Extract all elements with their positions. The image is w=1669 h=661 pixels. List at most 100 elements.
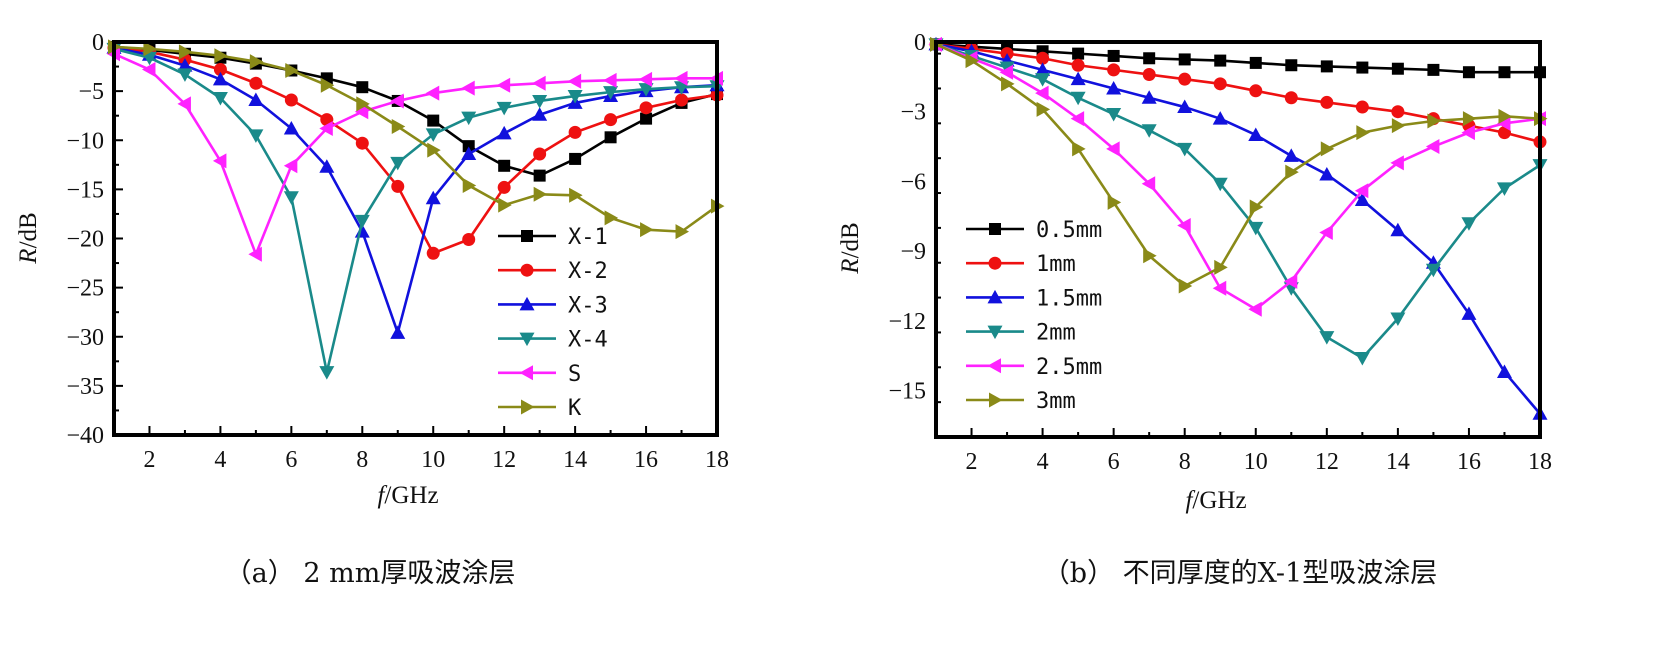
- data-point-X-3: [496, 125, 512, 140]
- data-point-S: [248, 246, 262, 262]
- y-tick-label: −6: [900, 169, 926, 195]
- data-point-1mm: [1142, 68, 1156, 82]
- data-point-2mm: [1035, 73, 1051, 87]
- chart-b-tick-labels: 2 4 6 8 10 12 14 16 18 0 −3 −6 −9 −12 −15: [888, 30, 1552, 475]
- chart-a-tick-labels: 2 4 6 8 10 12 14 16 18 0 −5 −10 −15 −20 −25 −30 −35 −40: [66, 30, 729, 473]
- legend-marker: [520, 263, 534, 277]
- data-point-2.5mm: [999, 64, 1014, 80]
- y-tick-label: −15: [66, 177, 104, 203]
- legend-item-S: S: [498, 362, 581, 387]
- data-point-X-2: [675, 93, 689, 107]
- data-point-2mm: [1354, 352, 1370, 366]
- data-point-3mm: [1498, 108, 1512, 124]
- x-tick-label: 12: [1315, 449, 1339, 475]
- data-point-2mm: [1425, 263, 1441, 278]
- data-point-2.5mm: [1106, 141, 1120, 157]
- data-point-X-2: [213, 63, 227, 77]
- data-point-1mm: [1249, 84, 1263, 98]
- data-point-X-4: [212, 92, 228, 106]
- data-point-X-3: [390, 325, 406, 339]
- series-3mm: [930, 36, 1548, 294]
- x-tick-label: 6: [1108, 449, 1120, 475]
- data-point-X-2: [604, 113, 618, 127]
- data-point-K: [391, 118, 406, 134]
- data-point-3mm: [965, 53, 980, 69]
- data-point-S: [532, 75, 546, 91]
- chart-a-legend: X-1 X-2 X-3 X-4 SK: [498, 225, 608, 421]
- data-point-3mm: [1356, 125, 1370, 141]
- data-point-X-3: [212, 71, 228, 86]
- data-point-0.5mm: [1072, 47, 1085, 60]
- data-point-1mm: [1355, 100, 1369, 114]
- chart-a-caption: （a） 2 mm厚吸波涂层: [225, 558, 516, 589]
- chart-a-frame: [112, 40, 719, 437]
- x-tick-label: 4: [1037, 449, 1049, 475]
- data-point-S: [283, 158, 298, 174]
- series-X-2: [107, 41, 724, 260]
- data-point-K: [675, 224, 690, 240]
- legend-item-X-2: X-2: [498, 259, 608, 284]
- data-point-2mm: [1248, 221, 1264, 236]
- legend-marker: [521, 399, 535, 415]
- data-point-X-4: [177, 68, 193, 82]
- legend-label: 0.5mm: [1036, 218, 1102, 243]
- data-point-X-2: [391, 179, 405, 193]
- y-tick-label: −3: [900, 100, 926, 126]
- data-point-K: [569, 187, 583, 203]
- data-point-2.5mm: [1212, 280, 1227, 296]
- chart-b-caption: （b） 不同厚度的X-1型吸波涂层: [1043, 558, 1437, 589]
- data-point-S: [390, 93, 404, 109]
- data-point-X-2: [639, 101, 653, 115]
- x-tick-label: 16: [634, 447, 658, 473]
- legend-label: X-4: [568, 328, 608, 353]
- data-point-2.5mm: [1354, 183, 1369, 199]
- data-point-K: [640, 222, 654, 238]
- x-tick-label: 10: [421, 447, 445, 473]
- data-point-0.5mm: [1356, 61, 1369, 74]
- data-point-X-3: [319, 159, 335, 173]
- data-point-3mm: [1462, 111, 1477, 127]
- y-tick-label: −9: [900, 239, 926, 265]
- data-point-2mm: [1212, 177, 1228, 192]
- chart-a-x-axis-label: f/GHz: [377, 482, 438, 509]
- legend-item-X-1: X-1: [498, 225, 608, 250]
- data-point-1.5mm: [1248, 127, 1264, 141]
- data-point-K: [498, 197, 512, 213]
- legend-label: S: [568, 362, 581, 387]
- data-point-1mm: [1284, 91, 1298, 105]
- data-point-1mm: [1497, 126, 1511, 140]
- x-tick-label: 16: [1457, 449, 1481, 475]
- legend-item-2mm: 2mm: [966, 321, 1076, 346]
- data-point-X-4: [283, 191, 299, 205]
- y-tick-label: 0: [92, 30, 104, 56]
- data-point-1.5mm: [1141, 90, 1157, 104]
- x-tick-label: 10: [1244, 449, 1268, 475]
- y-tick-label: 0: [914, 30, 926, 56]
- data-point-K: [285, 62, 299, 78]
- data-point-1.5mm: [1461, 306, 1477, 320]
- data-point-3mm: [1143, 248, 1157, 264]
- legend-item-1.5mm: 1.5mm: [966, 286, 1102, 311]
- data-point-0.5mm: [1285, 59, 1298, 72]
- chart-b-legend: 0.5mm 1mm 1.5mm 2mm 2.5mm 3mm: [966, 218, 1102, 414]
- series-line-K: [113, 45, 718, 233]
- data-point-2.5mm: [1248, 301, 1262, 317]
- data-point-2.5mm: [1496, 115, 1511, 131]
- data-point-1mm: [1391, 105, 1405, 119]
- data-point-2mm: [1141, 124, 1157, 138]
- data-point-X-2: [533, 147, 547, 161]
- data-point-X-1: [356, 81, 369, 94]
- legend-marker: [519, 296, 535, 311]
- data-point-1mm: [1178, 72, 1192, 86]
- data-point-X-1: [569, 152, 582, 165]
- data-point-X-2: [497, 180, 511, 194]
- data-point-0.5mm: [1107, 49, 1120, 62]
- x-tick-label: 8: [1179, 449, 1191, 475]
- data-point-2mm: [1461, 217, 1477, 231]
- data-point-X-1: [640, 112, 653, 125]
- data-point-X-2: [568, 125, 582, 139]
- legend-label: 1.5mm: [1036, 286, 1102, 311]
- data-point-2.5mm: [1070, 111, 1085, 127]
- legend-label: 3mm: [1036, 389, 1076, 414]
- data-point-0.5mm: [1249, 56, 1262, 69]
